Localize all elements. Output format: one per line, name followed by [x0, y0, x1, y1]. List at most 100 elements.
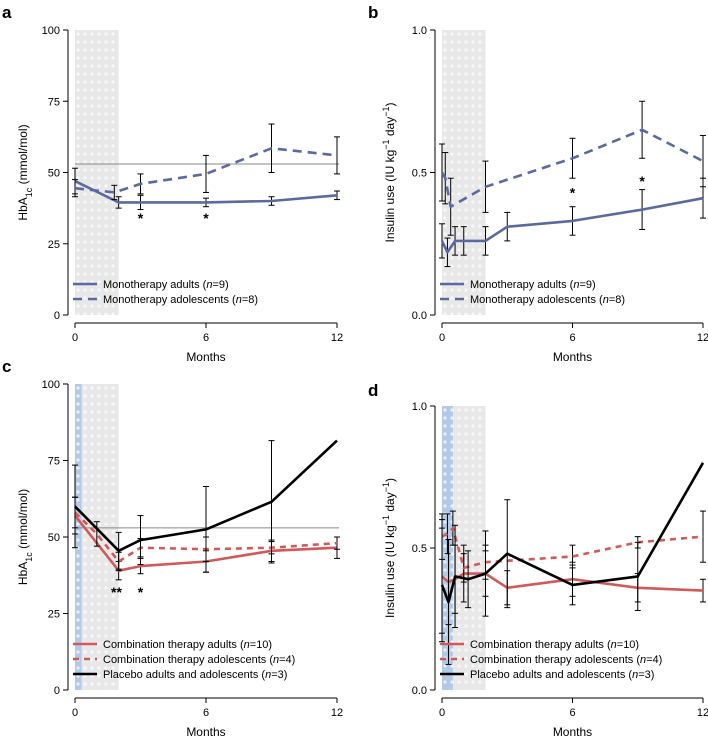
shade-dot — [104, 498, 108, 502]
shade-dot — [471, 568, 475, 572]
shade-dot — [97, 450, 101, 454]
shade-dot — [471, 680, 475, 684]
shade-dot — [478, 144, 482, 148]
shade-dot — [83, 216, 87, 220]
shade-dot — [450, 264, 454, 268]
shade-dot — [83, 208, 87, 212]
shade-dot — [83, 498, 87, 502]
shade-dot — [450, 648, 454, 652]
shade-dot — [76, 442, 80, 446]
shade-dot — [457, 448, 461, 452]
shade-dot — [111, 240, 115, 244]
shade-dot — [471, 544, 475, 548]
shade-dot — [90, 88, 94, 92]
series-mono-solid — [439, 177, 706, 268]
shade-dot — [457, 160, 461, 164]
shade-dot — [76, 434, 80, 438]
shade-dot — [76, 232, 80, 236]
shade-dot — [471, 464, 475, 468]
shade-dot — [97, 562, 101, 566]
shade-dot — [450, 168, 454, 172]
shade-dot — [471, 272, 475, 276]
series-line — [74, 147, 338, 194]
shade-dot — [464, 432, 468, 436]
shade-dot — [97, 304, 101, 308]
shade-dot — [83, 394, 87, 398]
shade-dot — [443, 224, 447, 228]
shade-dot — [97, 216, 101, 220]
shade-dot — [464, 216, 468, 220]
shade-dot — [443, 272, 447, 276]
significance-marker: * — [639, 173, 645, 189]
shade-dot — [478, 40, 482, 44]
shade-dot — [450, 256, 454, 260]
shade-dot — [104, 650, 108, 654]
shade-dot — [76, 626, 80, 630]
shade-dot — [83, 418, 87, 422]
shade-dot — [464, 424, 468, 428]
shade-dot — [464, 80, 468, 84]
y-tick-label: 50 — [48, 168, 60, 180]
shade-dot — [90, 634, 94, 638]
shade-dot — [443, 264, 447, 268]
shade-dot — [76, 80, 80, 84]
shade-dot — [471, 304, 475, 308]
shade-dot — [111, 434, 115, 438]
shade-dot — [443, 664, 447, 668]
shade-dot — [104, 506, 108, 510]
shade-dot — [111, 168, 115, 172]
shade-dot — [478, 80, 482, 84]
shade-dot — [83, 312, 87, 316]
shade-dot — [90, 474, 94, 478]
shade-dot — [443, 616, 447, 620]
shade-dot — [76, 176, 80, 180]
y-label-sub: 1c — [24, 187, 34, 197]
shade-dot — [464, 160, 468, 164]
shade-dot — [90, 264, 94, 268]
shade-dot — [478, 512, 482, 516]
shade-dot — [478, 632, 482, 636]
shade-dot — [111, 658, 115, 662]
shade-dot — [76, 426, 80, 430]
shade-dot — [464, 272, 468, 276]
shade-dot — [464, 88, 468, 92]
shade-dot — [443, 496, 447, 500]
shade-dot — [97, 578, 101, 582]
shade-dot — [478, 640, 482, 644]
shade-dot — [90, 168, 94, 172]
shade-dot — [90, 200, 94, 204]
shade-dot — [478, 280, 482, 284]
shade-dot — [104, 136, 108, 140]
legend-label: Monotherapy adults (n=9) — [103, 279, 229, 291]
shade-dot — [111, 272, 115, 276]
shade-dot — [478, 552, 482, 556]
shade-dot — [471, 96, 475, 100]
shade-dot — [464, 304, 468, 308]
legend-entry: Monotherapy adolescents (n=8) — [73, 294, 258, 306]
shade-dot — [76, 56, 80, 60]
shade-dot — [471, 632, 475, 636]
shade-dot — [97, 410, 101, 414]
shade-dot — [90, 240, 94, 244]
shade-dot — [443, 408, 447, 412]
shade-dot — [90, 136, 94, 140]
shade-dot — [443, 136, 447, 140]
shade-dot — [471, 40, 475, 44]
shade-dot — [76, 312, 80, 316]
shade-dot — [76, 208, 80, 212]
shade-dot — [104, 176, 108, 180]
shade-dot — [464, 40, 468, 44]
shade-dot — [471, 160, 475, 164]
shade-dot — [90, 410, 94, 414]
shade-dot — [471, 672, 475, 676]
y-tick-label: 50 — [48, 532, 60, 544]
shade-dot — [457, 40, 461, 44]
shade-dot — [478, 176, 482, 180]
shade-dot — [464, 104, 468, 108]
shade-dot — [90, 682, 94, 686]
legend-entry: Combination therapy adolescents (n=4) — [73, 654, 295, 666]
y-tick-label: 100 — [42, 25, 60, 37]
shade-dot — [90, 176, 94, 180]
shade-dot — [471, 408, 475, 412]
shade-dot — [471, 216, 475, 220]
